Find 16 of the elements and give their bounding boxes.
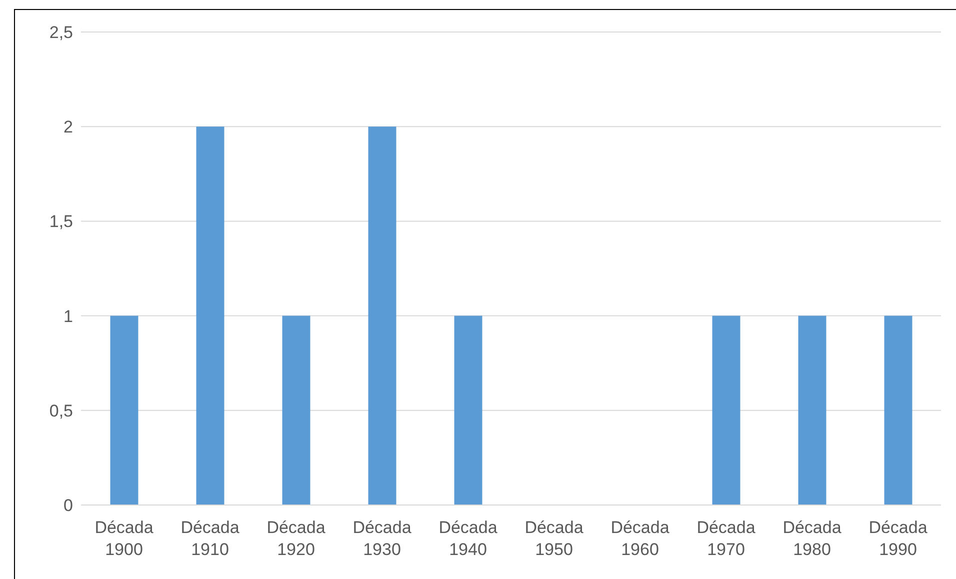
x-tick-label: Década 1900 (94, 518, 154, 559)
x-tick-label: Década 1910 (180, 518, 240, 559)
x-tick-label: Década 1930 (352, 518, 412, 559)
y-tick-label: 0 (64, 496, 73, 516)
x-tick-label: Década 1950 (524, 518, 584, 559)
y-tick-label: 2,5 (49, 23, 73, 42)
x-tick-label: Década 1920 (266, 518, 326, 559)
x-tick-label: Década 1990 (868, 518, 928, 559)
x-tick-label: Década 1970 (696, 518, 756, 559)
x-tick-label: Década 1940 (438, 518, 498, 559)
y-tick-label: 1 (64, 306, 73, 326)
y-tick-label: 0,5 (49, 401, 73, 420)
y-tick-label: 1,5 (49, 212, 73, 232)
y-tick-label: 2 (64, 118, 73, 137)
x-tick-label: Década 1960 (610, 518, 670, 559)
x-tick-label: Década 1980 (782, 518, 842, 559)
